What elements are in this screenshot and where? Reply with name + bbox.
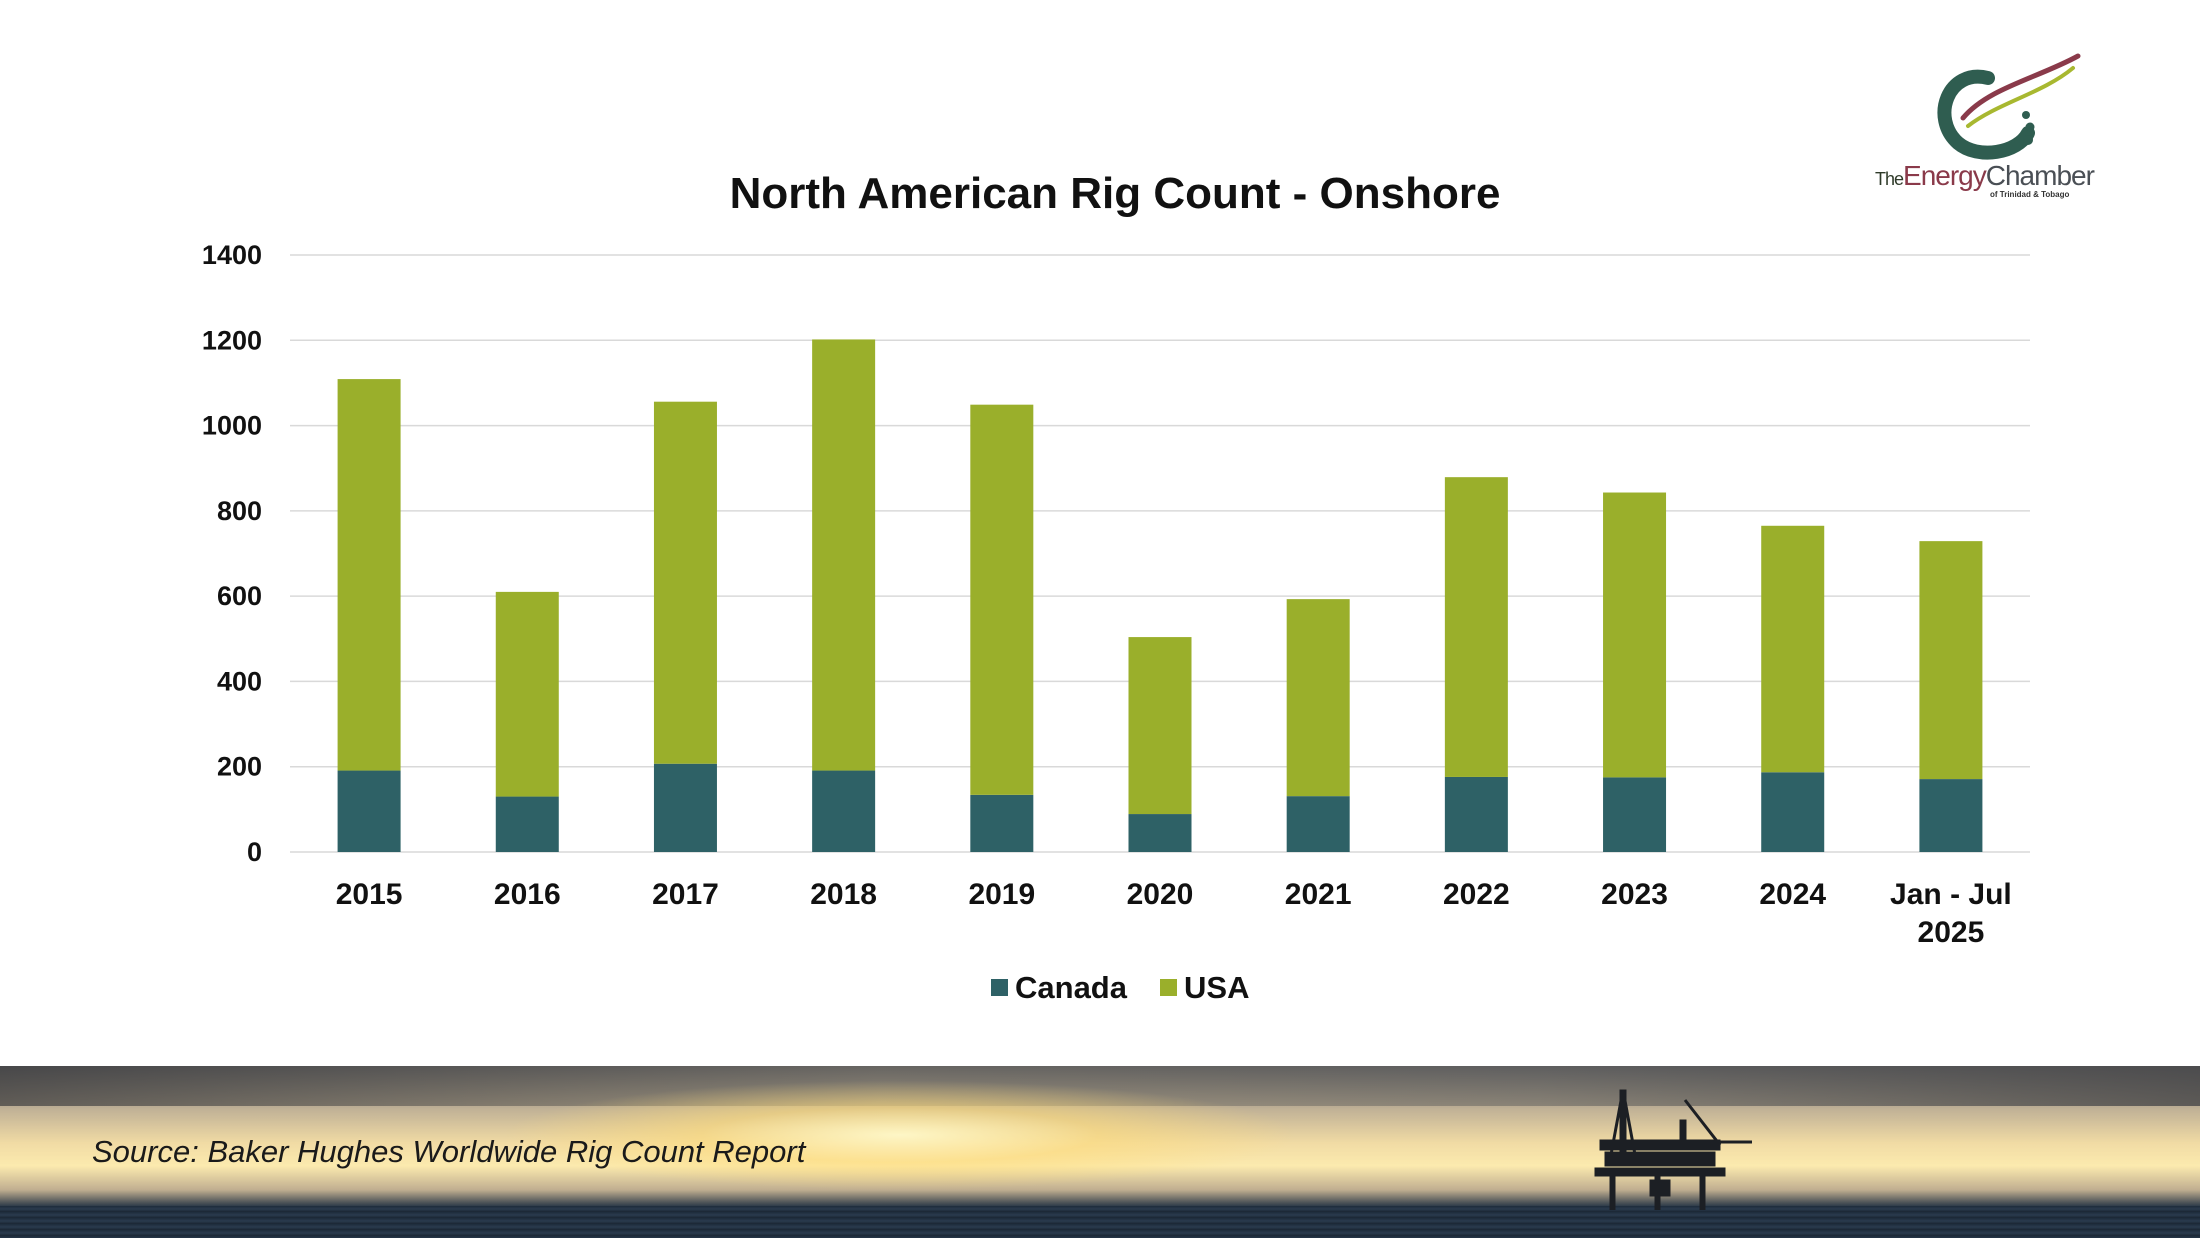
sun-glow [500, 1080, 1300, 1190]
bar-usa [1286, 599, 1350, 797]
x-tick-label: 2019 [968, 878, 1035, 911]
x-tick-label: Jan - Jul [1890, 878, 2012, 911]
bar-usa [337, 379, 401, 771]
x-tick-label: 2017 [652, 878, 719, 911]
bar-canada [653, 763, 717, 852]
rig-count-chart: North American Rig Count - Onshore 0 200 4… [202, 169, 2030, 1005]
y-tick-label: 1200 [202, 325, 262, 355]
bar-usa [812, 339, 876, 771]
x-tick-label: 2018 [810, 878, 877, 911]
bar-usa [1444, 477, 1508, 777]
x-tick-label: 2015 [336, 878, 403, 911]
logo-wordmark: TheEnergyChamber [1875, 160, 2095, 191]
bar-canada [1286, 796, 1350, 852]
bar-usa [495, 591, 559, 797]
x-tick-label: 2021 [1285, 878, 1352, 911]
y-axis: 0 200 400 600 800 1000 1200 1400 [202, 240, 262, 867]
source-note: Source: Baker Hughes Worldwide Rig Count… [92, 1134, 806, 1169]
x-tick-label: 2025 [1918, 916, 1985, 949]
chart-bars [337, 339, 1983, 852]
bar-canada [812, 770, 876, 852]
chart-legend: Canada USA [991, 970, 1249, 1005]
legend-swatch-canada [991, 979, 1008, 996]
bar-canada [1603, 777, 1667, 852]
bar-usa [970, 404, 1034, 795]
y-tick-label: 1000 [202, 411, 262, 441]
y-tick-label: 200 [217, 752, 262, 782]
bar-usa [1919, 541, 1983, 780]
energy-chamber-logo-icon [1937, 53, 2081, 160]
legend-label-canada: Canada [1015, 970, 1128, 1005]
x-tick-label: 2016 [494, 878, 561, 911]
logo-subtitle: of Trinidad & Tobago [1990, 190, 2070, 199]
y-tick-label: 0 [247, 837, 262, 867]
bar-canada [1919, 779, 1983, 852]
bar-usa [1761, 525, 1825, 773]
bar-canada [1128, 814, 1192, 852]
legend-swatch-usa [1160, 979, 1177, 996]
y-tick-label: 600 [217, 581, 262, 611]
bar-canada [1444, 776, 1508, 852]
bar-canada [970, 794, 1034, 852]
x-tick-label: 2020 [1127, 878, 1194, 911]
bar-canada [337, 770, 401, 852]
oil-rig-icon [1594, 1089, 1752, 1210]
bar-canada [495, 796, 559, 852]
x-axis: 2015 2016 2017 2018 2019 2020 2021 2022 2023 2024… [336, 878, 2012, 949]
y-tick-label: 800 [217, 496, 262, 526]
x-tick-label: 2022 [1443, 878, 1510, 911]
y-tick-label: 1400 [202, 240, 262, 270]
bar-usa [1603, 492, 1667, 778]
x-tick-label: 2024 [1759, 878, 1826, 911]
sea-surface [0, 1206, 2200, 1238]
bar-canada [1761, 772, 1825, 852]
x-tick-label: 2023 [1601, 878, 1668, 911]
bar-usa [1128, 637, 1192, 815]
legend-label-usa: USA [1184, 970, 1249, 1005]
chart-title: North American Rig Count - Onshore [730, 169, 1501, 218]
y-tick-label: 400 [217, 666, 262, 696]
bar-usa [653, 401, 717, 764]
